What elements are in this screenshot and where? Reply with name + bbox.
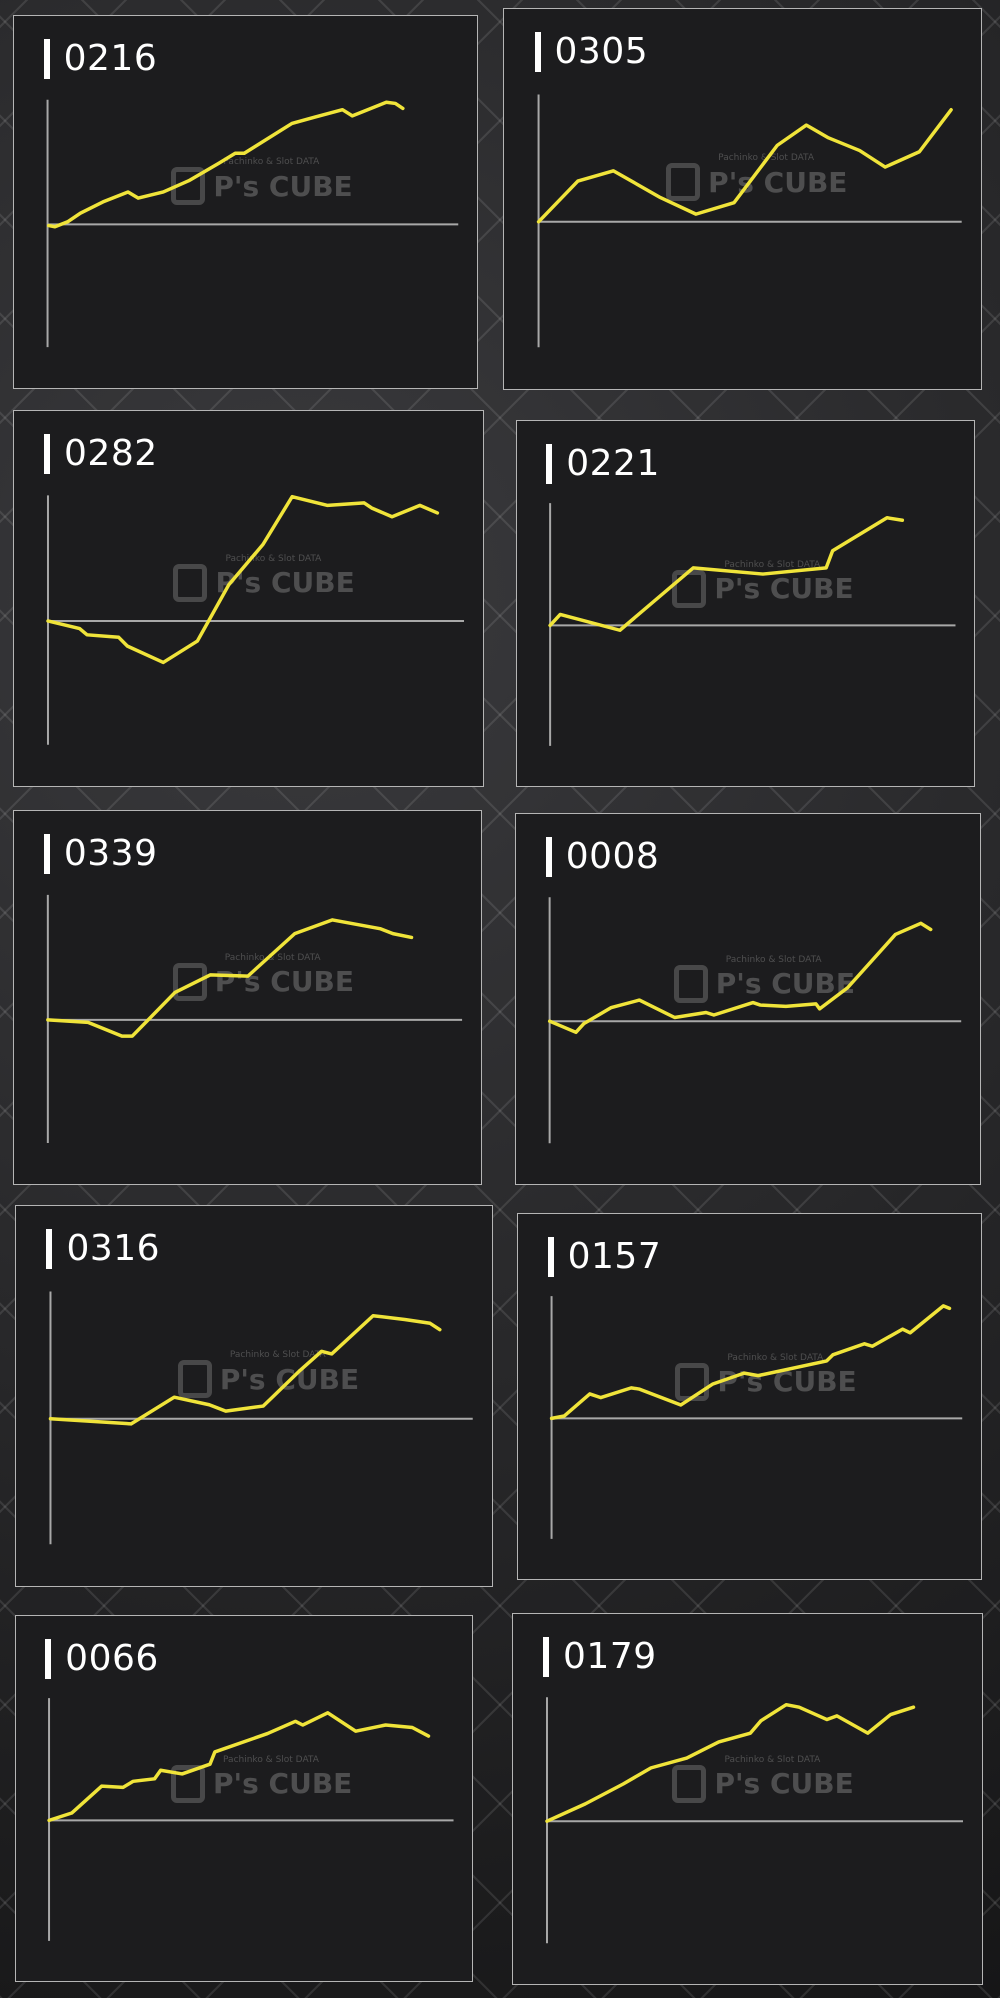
line-chart bbox=[547, 897, 962, 1144]
chart-title: 0305 bbox=[534, 31, 649, 73]
title-marker bbox=[44, 434, 51, 474]
chart-title: 0066 bbox=[45, 1638, 159, 1680]
chart-title-text: 0179 bbox=[563, 1636, 657, 1677]
chart-panel: 0008 Pachinko & Slot DATA P's CUBE bbox=[515, 813, 981, 1185]
series-line bbox=[545, 1702, 916, 1823]
chart-title: 0221 bbox=[546, 443, 660, 485]
chart-title-text: 0305 bbox=[554, 31, 649, 72]
chart-title: 0216 bbox=[43, 38, 158, 80]
chart-title-text: 0216 bbox=[63, 38, 158, 79]
line-chart bbox=[46, 894, 463, 1143]
title-marker bbox=[546, 444, 553, 484]
chart-title: 0339 bbox=[43, 833, 158, 875]
chart-panel: 0305 Pachinko & Slot DATA P's CUBE bbox=[503, 8, 982, 390]
chart-title-text: 0339 bbox=[63, 833, 158, 874]
series-line bbox=[548, 516, 905, 632]
line-chart bbox=[46, 494, 465, 745]
chart-panel: 0157 Pachinko & Slot DATA P's CUBE bbox=[517, 1213, 982, 1580]
chart-title: 0316 bbox=[46, 1228, 160, 1270]
line-chart bbox=[549, 1296, 963, 1539]
series-line bbox=[47, 1711, 431, 1823]
chart-panel: 0179 Pachinko & Slot DATA P's CUBE bbox=[512, 1613, 983, 1985]
chart-panel: 0282 Pachinko & Slot DATA P's CUBE bbox=[13, 410, 484, 787]
line-chart bbox=[47, 1698, 454, 1941]
chart-title-text: 0157 bbox=[567, 1236, 662, 1277]
chart-panel: 0066 Pachinko & Slot DATA P's CUBE bbox=[15, 1615, 473, 1982]
chart-title-text: 0316 bbox=[66, 1228, 161, 1269]
chart-title: 0008 bbox=[545, 836, 660, 878]
title-marker bbox=[43, 834, 50, 874]
series-line bbox=[46, 494, 440, 665]
chart-panel: 0339 Pachinko & Slot DATA P's CUBE bbox=[13, 810, 482, 1185]
title-marker bbox=[534, 32, 541, 72]
line-chart bbox=[548, 503, 956, 746]
title-marker bbox=[43, 39, 50, 79]
title-marker bbox=[545, 837, 552, 877]
line-chart bbox=[536, 94, 962, 348]
series-line bbox=[549, 1304, 952, 1421]
chart-title: 0179 bbox=[543, 1636, 657, 1678]
line-chart bbox=[545, 1697, 963, 1944]
series-line bbox=[536, 108, 953, 224]
chart-panel: 0216 Pachinko & Slot DATA P's CUBE bbox=[13, 15, 478, 389]
series-line bbox=[547, 921, 933, 1035]
series-line bbox=[47, 100, 405, 229]
title-marker bbox=[46, 1229, 53, 1269]
line-chart bbox=[46, 99, 459, 348]
title-marker bbox=[45, 1639, 52, 1679]
chart-title-text: 0221 bbox=[566, 443, 660, 484]
chart-panel: 0316 Pachinko & Slot DATA P's CUBE bbox=[15, 1205, 493, 1587]
title-marker bbox=[543, 1637, 550, 1677]
chart-panel: 0221 Pachinko & Slot DATA P's CUBE bbox=[516, 420, 975, 787]
chart-title-text: 0066 bbox=[65, 1638, 159, 1679]
chart-title-text: 0282 bbox=[64, 433, 158, 474]
chart-title-text: 0008 bbox=[565, 836, 660, 877]
chart-title: 0282 bbox=[44, 433, 158, 475]
line-chart bbox=[48, 1291, 473, 1545]
series-line bbox=[46, 918, 414, 1038]
chart-title: 0157 bbox=[547, 1236, 662, 1278]
title-marker bbox=[547, 1237, 554, 1277]
series-line bbox=[48, 1313, 442, 1426]
